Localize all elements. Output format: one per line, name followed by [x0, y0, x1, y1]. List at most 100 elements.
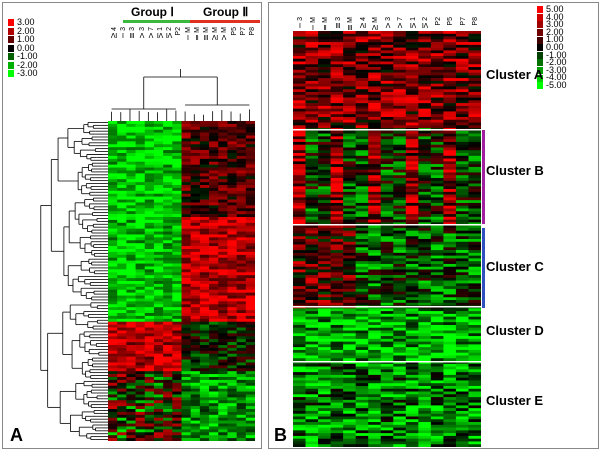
heatmap-b-cell [418, 336, 432, 340]
heatmap-a-cell [218, 214, 228, 218]
heatmap-b-cell [355, 175, 369, 179]
heatmap-a-cell [190, 158, 201, 163]
heatmap-b-cell [418, 158, 432, 162]
heatmap-a-cell [227, 403, 237, 407]
heatmap-b-cell [405, 92, 419, 96]
heatmap-a-cell [144, 327, 155, 331]
heatmap-b-cell [443, 94, 457, 98]
heatmap-b-cell [405, 86, 419, 90]
heatmap-b-cell [443, 324, 457, 329]
heatmap-b-cell [455, 247, 469, 251]
heatmap-b-cell [380, 341, 394, 345]
heatmap-b-cell [393, 125, 407, 129]
heatmap-b-cell [443, 36, 457, 40]
heatmap-b-cell [443, 225, 457, 229]
heatmap-b-cell [380, 36, 394, 40]
heatmap-b-cell [330, 191, 344, 195]
heatmap-b-cell [368, 161, 382, 165]
heatmap-b-cell [430, 75, 444, 79]
heatmap-b-cell [455, 394, 469, 398]
heatmap-b-cell [330, 103, 344, 107]
heatmap-b-cell [380, 319, 394, 323]
heatmap-b-cell [430, 31, 444, 35]
heatmap-b-cell [343, 108, 356, 112]
heatmap-a-cell [108, 266, 118, 270]
heatmap-b-cell [330, 372, 344, 376]
heatmap-a-cell [153, 295, 164, 299]
heatmap-a-cell [236, 196, 247, 200]
heatmap-a-cell [108, 365, 118, 369]
heatmap-b-cell [318, 130, 331, 134]
heatmap-b-cell [430, 263, 444, 268]
heatmap-a-cell [218, 150, 228, 154]
heatmap-a-cell [209, 153, 219, 157]
heatmap-b-cell [330, 72, 344, 76]
heatmap-b-cell [405, 236, 419, 240]
heatmap-a-cell [144, 150, 155, 154]
heatmap-a-cell [199, 365, 210, 369]
heatmap-a-cell [153, 266, 164, 270]
heatmap-b-cell [393, 324, 407, 329]
heatmap-b-cell [305, 58, 319, 62]
heatmap-b-cell [318, 422, 331, 426]
heatmap-b-cell [393, 141, 407, 146]
heatmap-b-cell [343, 230, 356, 234]
heatmap-b-cell [368, 438, 382, 442]
heatmap-a-cell [181, 298, 191, 302]
heatmap-b-cell [393, 291, 407, 295]
heatmap-b-cell [443, 103, 457, 107]
heatmap-a-cell [181, 144, 191, 148]
heatmap-a-cell [227, 406, 237, 410]
heatmap-b-cell [368, 166, 382, 170]
heatmap-b-cell [443, 42, 457, 46]
heatmap-a-cell [199, 324, 210, 328]
heatmap-b-cell [318, 424, 331, 428]
b-scale-value: -4.00 [546, 72, 567, 83]
heatmap-a-cell [199, 336, 210, 340]
heatmap-a-cell [126, 394, 136, 398]
heatmap-a-cell [126, 359, 136, 363]
heatmap-a-cell [135, 359, 146, 363]
heatmap-b-cell [430, 413, 444, 417]
heatmap-b-cell [443, 388, 457, 392]
heatmap-a-cell [126, 371, 136, 375]
heatmap-b-cell [468, 363, 481, 367]
heatmap-a-cell [163, 397, 173, 401]
heatmap-a-cell [117, 382, 127, 387]
heatmap-a-cell [135, 371, 146, 375]
heatmap-a-cell [153, 260, 164, 264]
heatmap-a-cell [236, 438, 247, 441]
heatmap-a-cell [108, 126, 118, 131]
heatmap-a-cell [218, 243, 228, 247]
heatmap-b-cell [380, 311, 394, 315]
heatmap-b-cell [380, 313, 394, 317]
heatmap-b-cell [430, 399, 444, 403]
heatmap-a-cell [126, 327, 136, 331]
heatmap-b-cell [405, 166, 419, 170]
heatmap-b-cell [368, 144, 382, 148]
heatmap-a-cell [209, 185, 219, 189]
heatmap-a-cell [117, 150, 127, 154]
heatmap-b-cell [443, 372, 457, 376]
heatmap-a-cell [108, 219, 118, 224]
heatmap-b-cell [305, 427, 319, 431]
heatmap-b-cell [330, 108, 344, 112]
heatmap-a-cell [117, 411, 127, 416]
heatmap-b-cell [430, 125, 444, 129]
heatmap-b-cell [343, 399, 356, 403]
heatmap-a-cell [236, 365, 247, 369]
heatmap-b-cell [305, 141, 319, 146]
heatmap-a-cell [218, 420, 228, 424]
heatmap-b-cell [430, 36, 444, 40]
heatmap-b-cell [443, 50, 457, 54]
heatmap-b-cell [405, 111, 419, 115]
heatmap-a-cell [199, 214, 210, 218]
heatmap-a-cell [153, 214, 164, 218]
heatmap-b-cell [380, 413, 394, 417]
heatmap-b-cell [343, 288, 356, 292]
heatmap-a-cell [172, 176, 182, 180]
heatmap-a-cell [218, 423, 228, 427]
heatmap-a-cell [108, 251, 118, 256]
heatmap-a-cell [227, 371, 237, 375]
heatmap-b-cell [318, 36, 331, 40]
